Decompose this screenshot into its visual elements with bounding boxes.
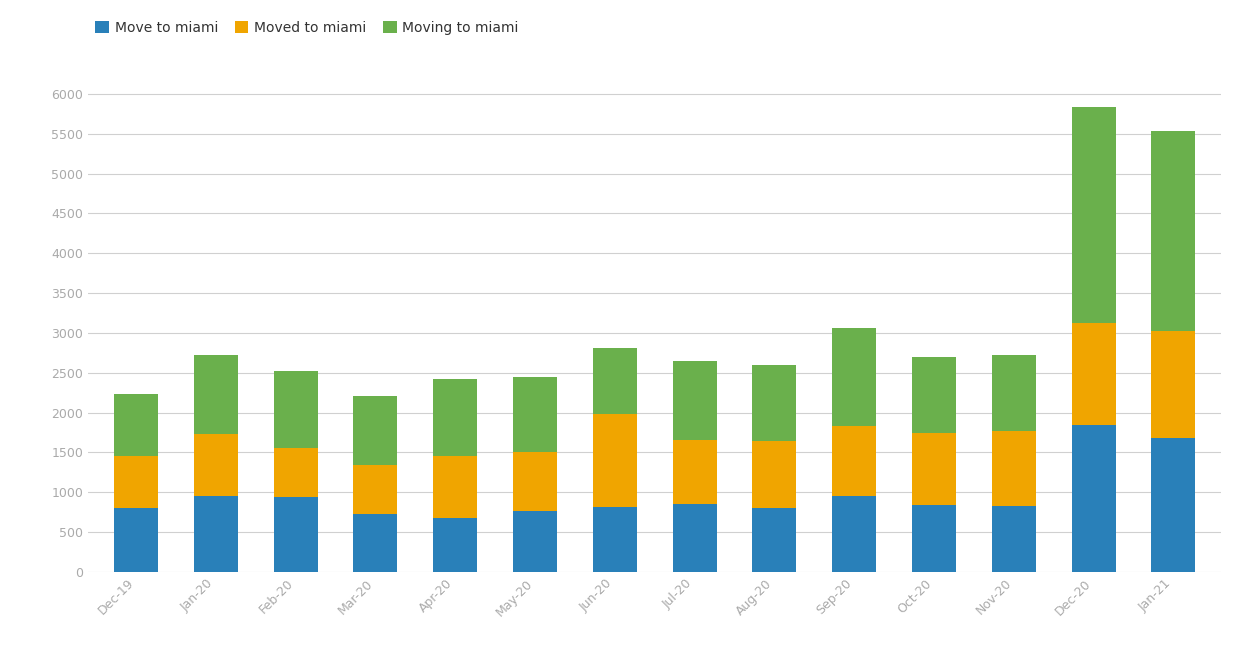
Bar	[992, 431, 1036, 506]
Bar	[273, 497, 317, 572]
Bar	[593, 414, 637, 508]
Bar	[354, 465, 398, 514]
Bar	[672, 361, 716, 440]
Bar	[1071, 322, 1115, 425]
Bar	[912, 505, 956, 572]
Bar	[912, 432, 956, 505]
Bar	[115, 395, 157, 456]
Bar	[672, 440, 716, 504]
Bar	[514, 452, 556, 512]
Bar	[194, 495, 238, 572]
Bar	[593, 508, 637, 572]
Bar	[514, 512, 556, 572]
Bar	[273, 371, 317, 448]
Bar	[992, 506, 1036, 572]
Bar	[753, 441, 797, 508]
Bar	[593, 348, 637, 414]
Bar	[672, 504, 716, 572]
Bar	[1152, 332, 1195, 438]
Bar	[514, 377, 556, 452]
Bar	[115, 456, 157, 508]
Bar	[194, 356, 238, 434]
Bar	[753, 365, 797, 441]
Bar	[354, 514, 398, 572]
Bar	[273, 448, 317, 497]
Bar	[912, 357, 956, 432]
Bar	[115, 508, 157, 572]
Bar	[433, 456, 477, 518]
Bar	[1152, 438, 1195, 572]
Bar	[832, 328, 876, 426]
Bar	[1071, 107, 1115, 322]
Bar	[832, 426, 876, 495]
Bar	[992, 356, 1036, 431]
Bar	[1152, 131, 1195, 332]
Bar	[433, 518, 477, 572]
Bar	[832, 495, 876, 572]
Bar	[354, 396, 398, 465]
Bar	[194, 434, 238, 495]
Legend: Move to miami, Moved to miami, Moving to miami: Move to miami, Moved to miami, Moving to…	[96, 21, 519, 34]
Bar	[1071, 425, 1115, 572]
Bar	[753, 508, 797, 572]
Bar	[433, 379, 477, 456]
